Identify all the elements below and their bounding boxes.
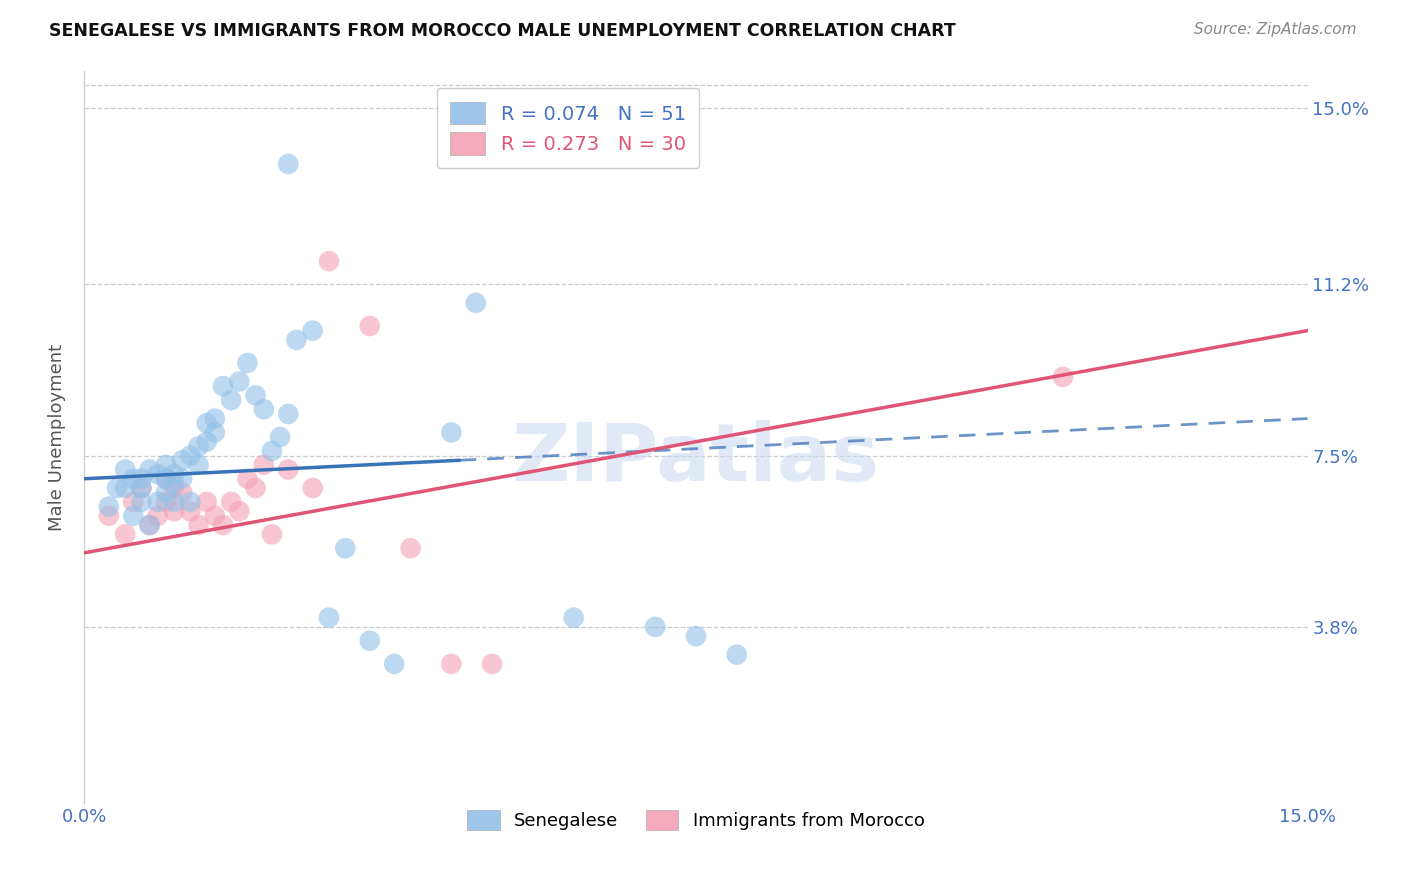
Point [179, 504, 201, 518]
Text: ZIPatlas: ZIPatlas [512, 420, 880, 498]
Point [146, 508, 169, 523]
Point [204, 425, 226, 440]
Point [172, 485, 194, 500]
Point [685, 629, 707, 643]
Point [114, 462, 136, 476]
Point [260, 527, 283, 541]
Point [195, 495, 218, 509]
Point [131, 481, 153, 495]
Point [146, 495, 169, 509]
Point [301, 481, 323, 495]
Point [122, 495, 145, 509]
Point [163, 495, 186, 509]
Point [97, 508, 120, 523]
Point [131, 481, 153, 495]
Point [245, 481, 267, 495]
Point [212, 518, 235, 533]
Point [146, 467, 169, 482]
Point [163, 504, 186, 518]
Point [359, 633, 381, 648]
Point [219, 495, 242, 509]
Point [155, 495, 177, 509]
Point [269, 430, 291, 444]
Point [236, 356, 259, 370]
Point [481, 657, 503, 671]
Point [179, 495, 201, 509]
Point [253, 458, 276, 472]
Point [1052, 370, 1074, 384]
Point [122, 472, 145, 486]
Point [105, 481, 128, 495]
Point [318, 610, 340, 624]
Point [114, 527, 136, 541]
Point [138, 518, 160, 533]
Point [399, 541, 422, 556]
Point [195, 434, 218, 449]
Point [440, 657, 463, 671]
Legend: Senegalese, Immigrants from Morocco: Senegalese, Immigrants from Morocco [460, 803, 932, 838]
Point [253, 402, 276, 417]
Point [163, 476, 186, 491]
Point [212, 379, 235, 393]
Point [359, 318, 381, 333]
Point [114, 481, 136, 495]
Point [163, 481, 186, 495]
Text: Source: ZipAtlas.com: Source: ZipAtlas.com [1194, 22, 1357, 37]
Point [335, 541, 357, 556]
Point [155, 472, 177, 486]
Point [464, 295, 486, 310]
Point [138, 462, 160, 476]
Y-axis label: Male Unemployment: Male Unemployment [48, 343, 66, 531]
Point [204, 411, 226, 425]
Point [562, 610, 585, 624]
Point [318, 254, 340, 268]
Point [219, 392, 242, 407]
Point [187, 458, 209, 472]
Point [131, 472, 153, 486]
Point [382, 657, 405, 671]
Point [277, 407, 299, 421]
Point [245, 388, 267, 402]
Point [172, 453, 194, 467]
Point [155, 485, 177, 500]
Point [163, 467, 186, 482]
Point [204, 508, 226, 523]
Point [131, 495, 153, 509]
Point [97, 500, 120, 514]
Point [440, 425, 463, 440]
Point [644, 620, 666, 634]
Point [228, 504, 250, 518]
Point [138, 518, 160, 533]
Point [277, 462, 299, 476]
Point [187, 439, 209, 453]
Point [236, 472, 259, 486]
Point [228, 375, 250, 389]
Point [155, 458, 177, 472]
Point [725, 648, 748, 662]
Point [195, 416, 218, 430]
Point [260, 444, 283, 458]
Point [301, 324, 323, 338]
Point [285, 333, 308, 347]
Point [179, 449, 201, 463]
Point [122, 508, 145, 523]
Point [277, 157, 299, 171]
Point [187, 518, 209, 533]
Text: SENEGALESE VS IMMIGRANTS FROM MOROCCO MALE UNEMPLOYMENT CORRELATION CHART: SENEGALESE VS IMMIGRANTS FROM MOROCCO MA… [49, 22, 956, 40]
Point [172, 472, 194, 486]
Point [155, 472, 177, 486]
